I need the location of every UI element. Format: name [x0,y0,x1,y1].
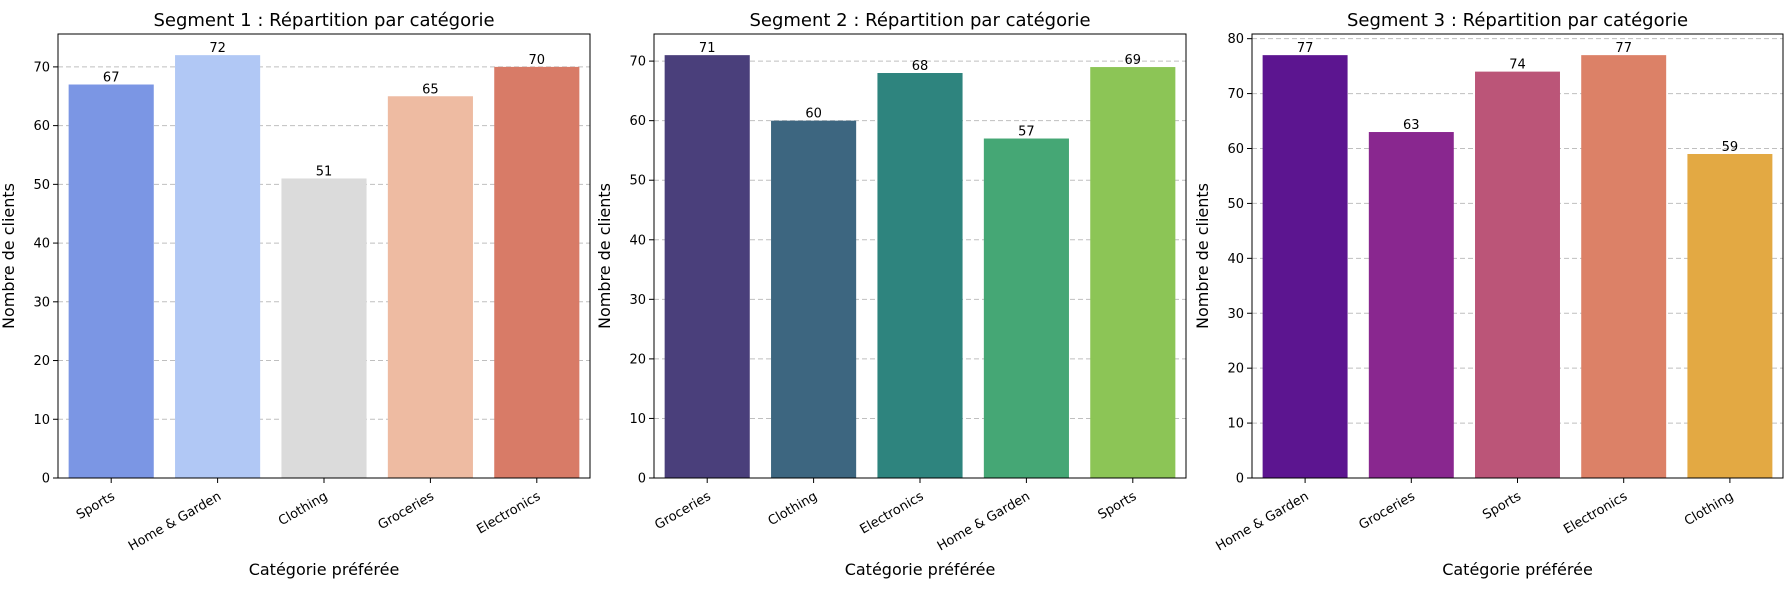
y-tick-label: 20 [1227,362,1244,377]
x-tick-label: Home & Garden [1214,489,1312,554]
data-label: 77 [1615,41,1632,56]
bar-3 [1475,71,1560,479]
y-axis-label: Nombre de clients [595,183,614,329]
chart-panel-3: 77 63 74 77 59 0 10 20 30 40 50 60 70 80 Home & Garden… [1193,10,1784,579]
x-tick-label: Clothing [1682,489,1736,529]
bar-1 [1262,55,1348,479]
data-label: 77 [1297,41,1314,56]
data-label: 60 [805,107,822,122]
y-tick-label: 70 [629,55,646,70]
data-label: 68 [912,59,929,74]
bar-4 [1581,55,1667,479]
bar-4 [983,138,1069,478]
x-tick-label: Groceries [652,489,713,533]
y-tick-label: 50 [33,178,50,193]
bar-5 [1090,67,1176,479]
x-axis-label: Catégorie préférée [249,560,400,579]
y-tick-label: 40 [629,233,646,248]
bar-2 [1368,132,1454,478]
bar-2 [771,120,857,478]
y-tick-label: 80 [1227,32,1244,47]
x-tick-label: Home & Garden [935,489,1033,554]
x-tick-label: Sports [74,489,118,523]
x-tick-label: Sports [1096,489,1140,523]
chart-panel-1: 67 72 51 65 70 0 10 20 30 40 50 60 70 Sports Home & Ga… [0,10,591,579]
data-label: 57 [1018,125,1035,140]
data-label: 72 [209,41,226,56]
y-tick-label: 40 [1227,252,1244,267]
data-label: 69 [1125,53,1142,68]
x-axis-label: Catégorie préférée [845,560,996,579]
data-label: 51 [316,164,333,179]
bar-4 [387,96,473,478]
data-label: 63 [1403,118,1420,133]
chart-panel-2: 71 60 68 57 69 0 10 20 30 40 50 60 70 Groceries Clothi… [595,10,1187,579]
chart-title: Segment 1 : Répartition par catégorie [153,10,494,31]
y-tick-label: 50 [629,174,646,189]
bar-3 [281,178,367,478]
x-tick-label: Clothing [766,489,820,529]
y-tick-label: 10 [629,412,646,427]
y-tick-label: 10 [33,413,50,428]
y-tick-label: 60 [629,114,646,129]
data-label: 74 [1509,58,1526,73]
y-tick-label: 40 [33,237,50,252]
x-tick-label: Electronics [858,489,927,538]
y-tick-label: 0 [638,472,646,487]
bar-5 [494,66,580,478]
chart-title: Segment 3 : Répartition par catégorie [1347,10,1688,31]
x-axis-label: Catégorie préférée [1442,560,1593,579]
chart-title: Segment 2 : Répartition par catégorie [749,10,1090,31]
y-tick-label: 50 [1227,197,1244,212]
y-axis-label: Nombre de clients [0,183,18,329]
y-tick-label: 20 [33,354,50,369]
y-tick-label: 20 [629,352,646,367]
data-label: 59 [1722,140,1739,155]
bar-5 [1687,153,1773,478]
x-tick-label: Groceries [376,489,437,533]
y-tick-label: 60 [33,119,50,134]
x-tick-label: Groceries [1357,489,1418,533]
bar-1 [664,55,750,479]
data-label: 71 [699,41,716,56]
x-tick-label: Home & Garden [126,489,224,554]
y-tick-label: 0 [1236,472,1244,487]
y-tick-label: 70 [33,60,50,75]
y-tick-label: 30 [629,293,646,308]
y-axis-label: Nombre de clients [1193,183,1212,329]
x-tick-label: Sports [1480,489,1524,523]
data-label: 67 [103,71,120,86]
y-tick-label: 30 [1227,307,1244,322]
x-tick-label: Electronics [1561,489,1630,538]
y-tick-label: 30 [33,295,50,310]
bar-1 [68,84,154,478]
y-tick-label: 10 [1227,417,1244,432]
data-label: 65 [422,82,439,97]
y-tick-label: 60 [1227,142,1244,157]
data-label: 70 [529,53,546,68]
y-tick-label: 0 [42,472,50,487]
x-tick-label: Electronics [474,489,543,538]
bar-2 [175,55,261,479]
x-tick-label: Clothing [276,489,330,529]
bar-3 [877,73,963,478]
y-tick-label: 70 [1227,87,1244,102]
